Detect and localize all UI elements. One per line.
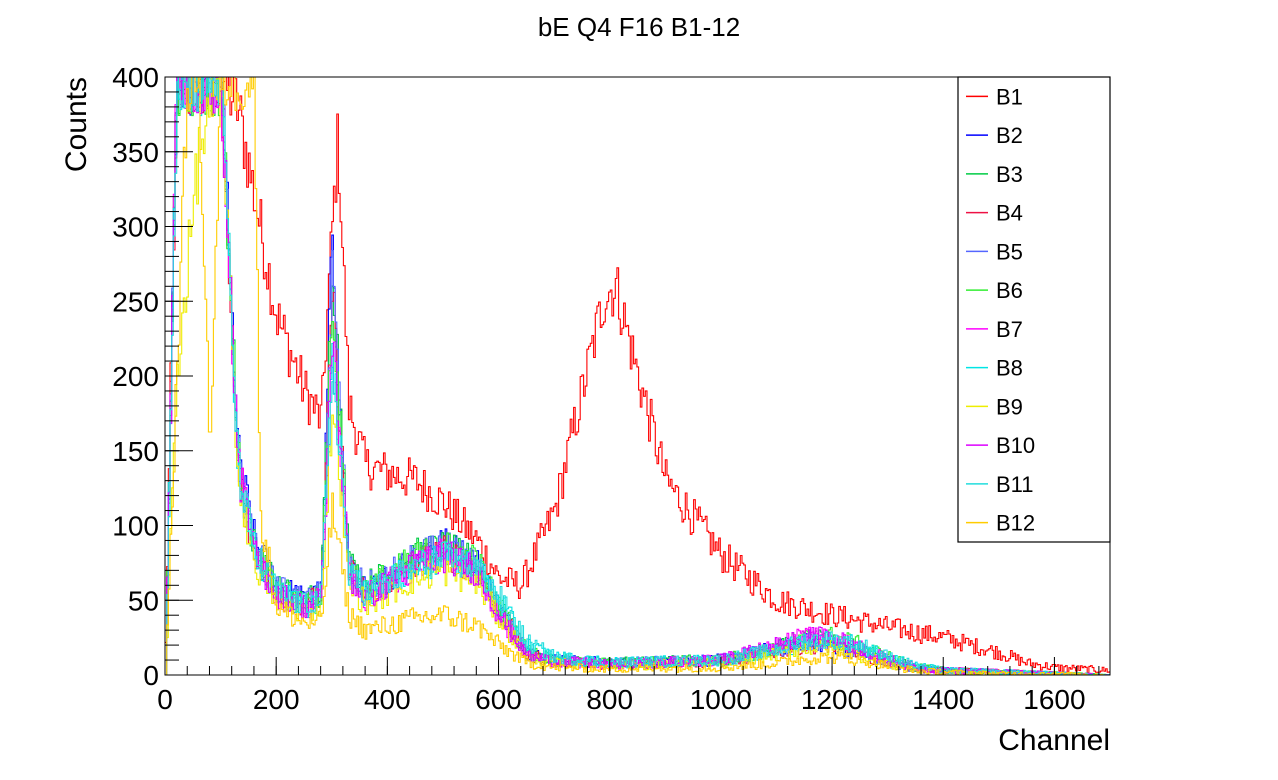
legend-entry-b5: B5: [996, 239, 1023, 264]
x-tick-label: 0: [157, 684, 173, 715]
y-tick-label: 200: [112, 361, 159, 392]
x-tick-label: 1200: [801, 684, 863, 715]
x-tick-label: 400: [364, 684, 411, 715]
legend-entry-b4: B4: [996, 201, 1023, 226]
legend-box: [957, 76, 1111, 543]
legend-entry-b9: B9: [996, 394, 1023, 419]
legend-entry-b2: B2: [996, 123, 1023, 148]
chart-title: bE Q4 F16 B1-12: [538, 12, 740, 42]
legend-entry-b3: B3: [996, 162, 1023, 187]
legend-entry-b11: B11: [996, 472, 1034, 497]
series-line-b1: [165, 77, 1110, 674]
legend-entry-b10: B10: [996, 433, 1035, 458]
y-tick-label: 150: [112, 436, 159, 467]
x-tick-label: 1000: [690, 684, 752, 715]
y-tick-label: 350: [112, 137, 159, 168]
x-tick-label: 600: [475, 684, 522, 715]
legend-entry-b6: B6: [996, 278, 1023, 303]
series-line-b12: [165, 77, 1110, 675]
y-tick-label: 50: [128, 585, 159, 616]
series-line-b11: [165, 77, 1110, 675]
x-tick-label: 1600: [1023, 684, 1085, 715]
legend-entry-b8: B8: [996, 356, 1023, 381]
y-tick-label: 400: [112, 62, 159, 93]
legend-entry-b7: B7: [996, 317, 1023, 342]
x-axis-label: Channel: [998, 724, 1110, 757]
x-tick-label: 800: [586, 684, 633, 715]
y-tick-label: 100: [112, 511, 159, 542]
x-tick-label: 1400: [912, 684, 974, 715]
legend-entry-b1: B1: [996, 84, 1023, 109]
y-tick-label: 300: [112, 212, 159, 243]
y-axis-label: Counts: [60, 77, 93, 172]
legend-entry-b12: B12: [996, 511, 1035, 536]
y-tick-label: 0: [143, 660, 159, 691]
y-tick-label: 250: [112, 286, 159, 317]
x-tick-label: 200: [253, 684, 300, 715]
